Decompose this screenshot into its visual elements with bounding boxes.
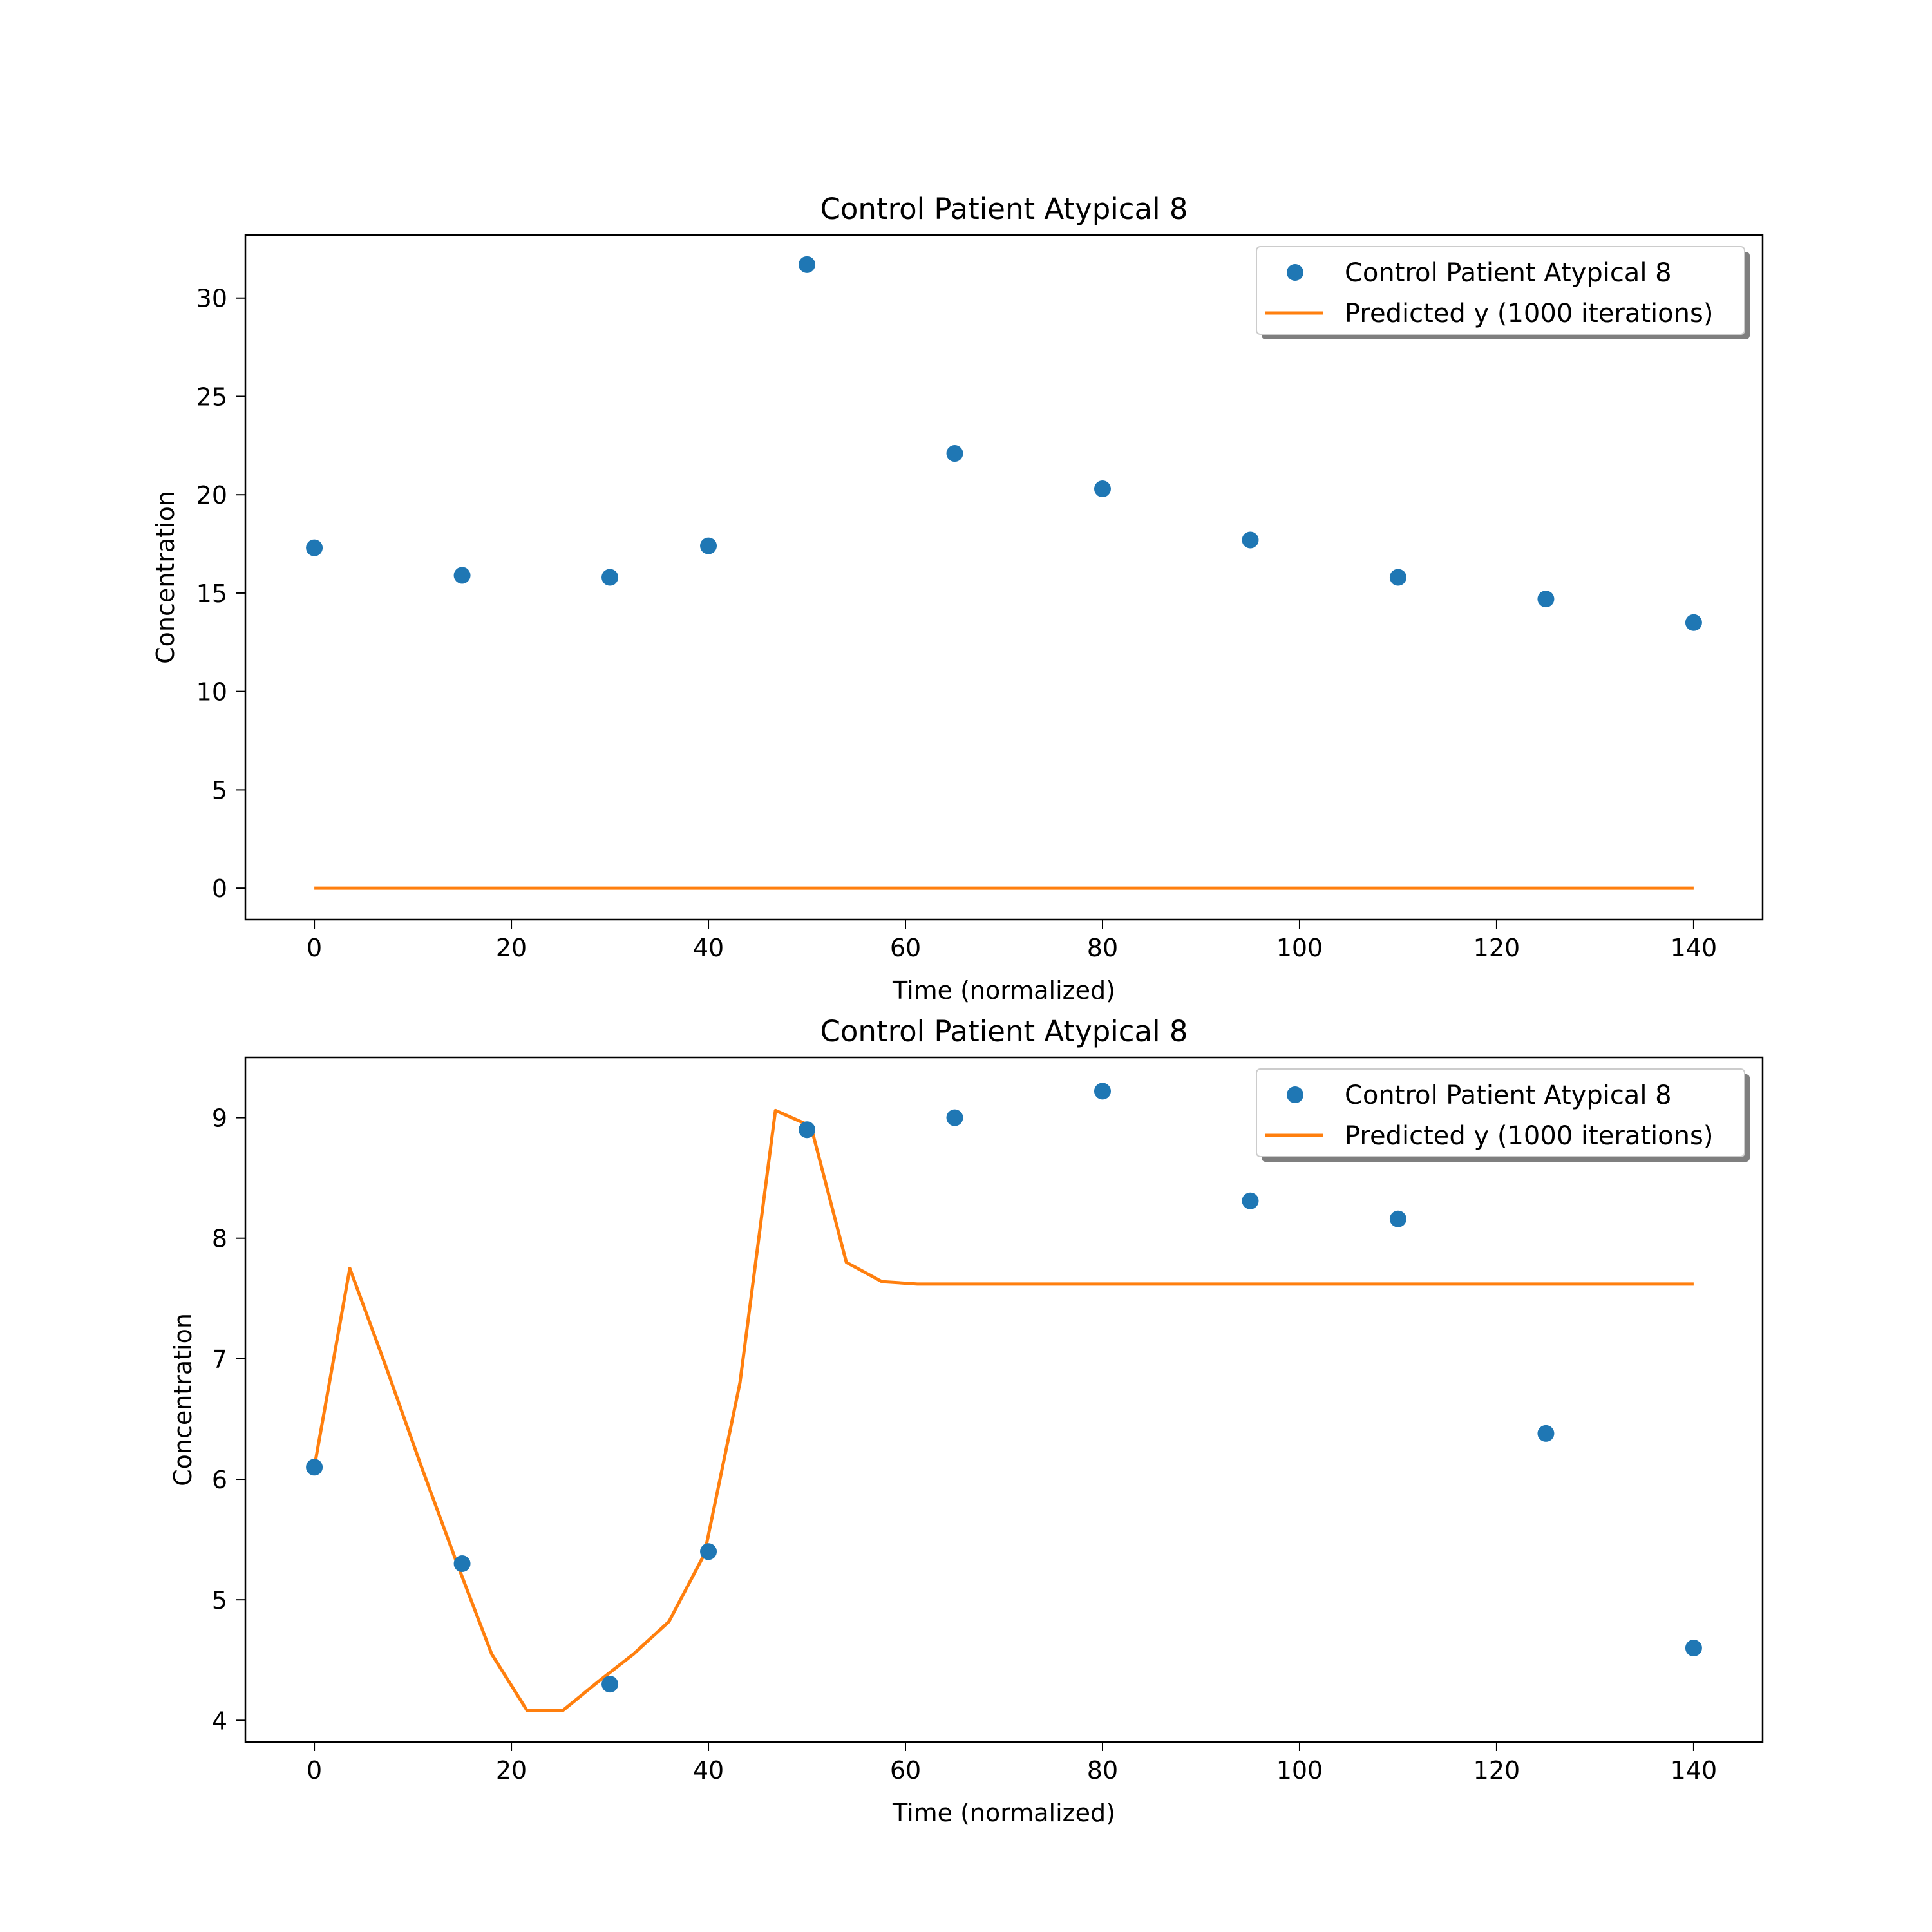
y-tick-label: 15	[196, 580, 227, 608]
plot-area	[306, 1083, 1702, 1712]
scatter-point	[1242, 1192, 1259, 1209]
x-tick-label: 20	[496, 934, 527, 962]
legend-label: Control Patient Atypical 8	[1345, 258, 1672, 288]
scatter-point	[1094, 480, 1111, 498]
x-tick-label: 40	[693, 1756, 724, 1785]
scatter-point	[1389, 569, 1406, 586]
y-tick-label: 0	[212, 875, 227, 903]
scatter-point	[1389, 1210, 1406, 1227]
x-tick-label: 100	[1276, 1756, 1323, 1785]
x-tick-label: 60	[890, 934, 921, 962]
legend-label: Predicted y (1000 iterations)	[1345, 299, 1713, 328]
chart-panel-1: Control Patient Atypical 80 20 40 60 80 100 12…	[151, 192, 1764, 1005]
scatter-point	[1537, 591, 1555, 608]
y-tick-label: 30	[196, 285, 227, 313]
scatter-point	[1242, 531, 1259, 549]
axes-frame	[244, 234, 1764, 921]
scatter-point	[799, 1121, 816, 1139]
legend-box	[1256, 246, 1745, 335]
scatter-point	[1094, 1083, 1111, 1100]
x-tick-label: 40	[693, 934, 724, 962]
y-tick-label: 9	[212, 1104, 227, 1133]
y-tick-label: 25	[196, 383, 227, 411]
axes-frame	[244, 1056, 1764, 1743]
scatter-point	[700, 1543, 717, 1560]
legend-marker	[1287, 1086, 1303, 1103]
legend-label: Control Patient Atypical 8	[1345, 1081, 1672, 1110]
y-tick-label: 8	[212, 1225, 227, 1253]
scatter-point	[700, 537, 717, 554]
y-tick-label: 7	[212, 1345, 227, 1374]
scatter-point	[1685, 1640, 1702, 1657]
scatter-point	[306, 1459, 323, 1476]
x-tick-label: 0	[307, 934, 322, 962]
y-axis-label: Concentration	[169, 1313, 197, 1486]
x-tick-label: 20	[496, 1756, 527, 1785]
chart-panel-2: Control Patient Atypical 8 0 20 40 60 80 100 12…	[169, 1014, 1764, 1827]
x-tick-label: 140	[1671, 934, 1718, 962]
scatter-point	[946, 1109, 963, 1126]
x-tick-label: 80	[1087, 934, 1118, 962]
x-tick-label: 140	[1671, 1756, 1718, 1785]
x-tick-label: 0	[307, 1756, 322, 1785]
x-tick-label: 120	[1473, 934, 1520, 962]
legend-box	[1256, 1068, 1745, 1157]
chart-title: Control Patient Atypical 8	[820, 192, 1188, 226]
y-tick-label: 10	[196, 678, 227, 706]
scatter-point	[453, 1555, 471, 1573]
scatter-point	[799, 256, 816, 273]
scatter-point	[453, 567, 471, 584]
y-tick-label: 20	[196, 481, 227, 509]
y-tick-label: 5	[212, 1586, 227, 1615]
x-axis-label: Time (normalized)	[892, 1799, 1115, 1827]
chart-title: Control Patient Atypical 8	[820, 1014, 1188, 1048]
legend-label: Predicted y (1000 iterations)	[1345, 1121, 1713, 1151]
y-tick-label: 6	[212, 1466, 227, 1494]
x-axis-label: Time (normalized)	[892, 976, 1115, 1005]
y-tick-label: 5	[212, 776, 227, 804]
plot-area	[306, 256, 1702, 890]
x-tick-label: 100	[1276, 934, 1323, 962]
x-tick-label: 80	[1087, 1756, 1118, 1785]
legend: Control Patient Atypical 8 Predicted y (1…	[1256, 246, 1750, 339]
scatter-point	[601, 1676, 619, 1693]
x-tick-label: 120	[1473, 1756, 1520, 1785]
legend-marker	[1287, 264, 1303, 281]
legend: Control Patient Atypical 8 Predicted y (1…	[1256, 1068, 1750, 1162]
x-tick-label: 60	[890, 1756, 921, 1785]
y-axis-label: Concentration	[151, 491, 180, 664]
scatter-point	[1685, 614, 1702, 631]
y-tick-label: 4	[212, 1707, 227, 1735]
scatter-point	[306, 539, 323, 556]
scatter-point	[1537, 1425, 1555, 1442]
scatter-point	[601, 569, 619, 586]
scatter-point	[946, 445, 963, 462]
